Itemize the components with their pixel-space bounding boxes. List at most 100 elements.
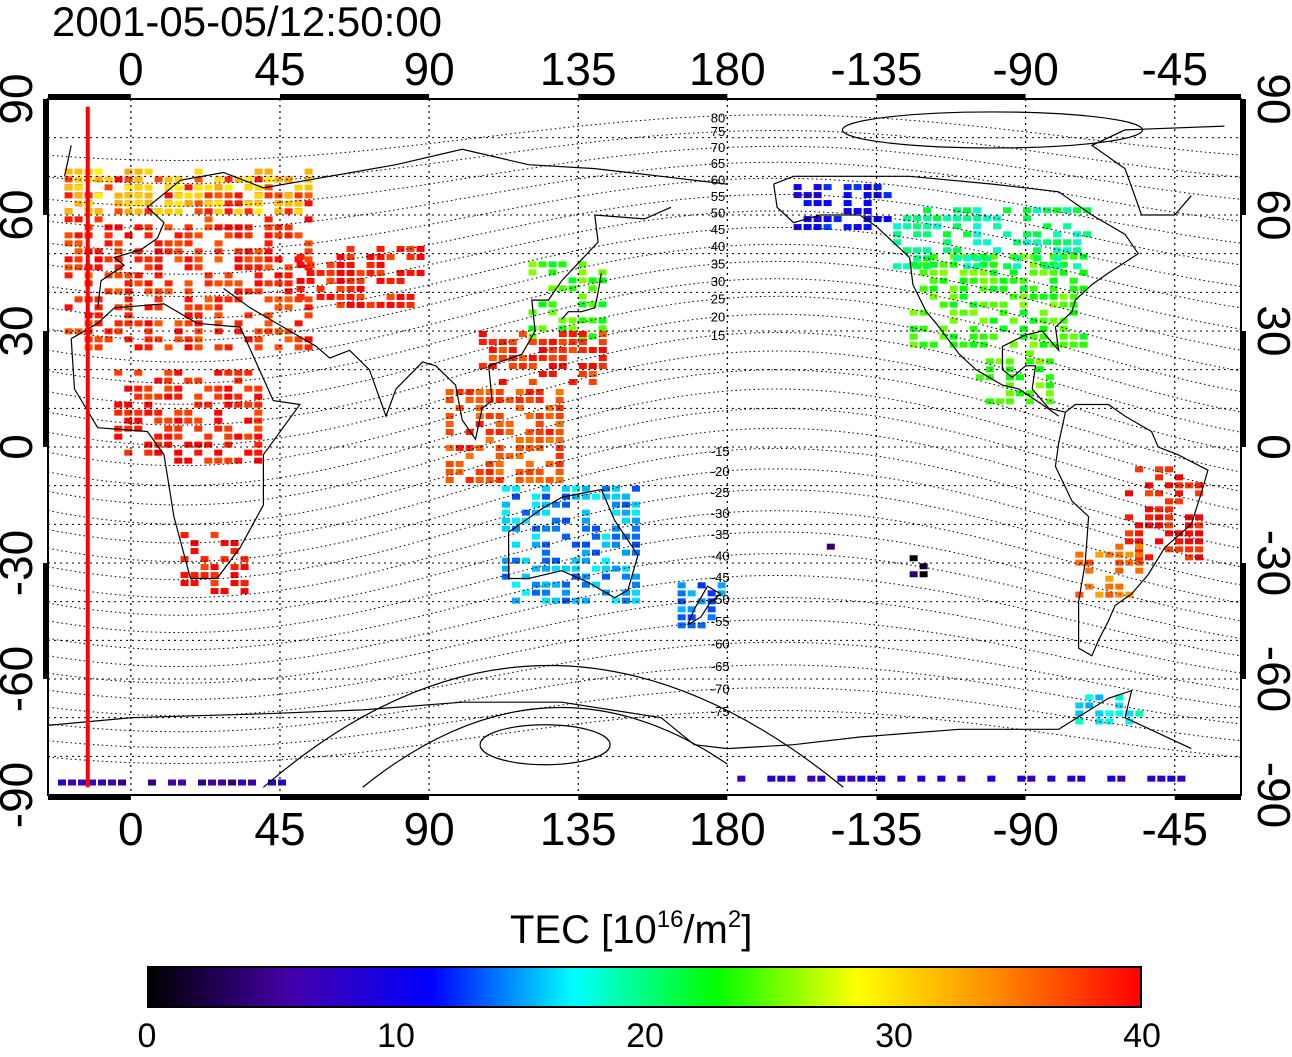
tec-cell bbox=[1005, 390, 1014, 397]
tec-cell bbox=[588, 277, 597, 284]
tec-cell bbox=[445, 413, 454, 419]
tec-cell bbox=[244, 208, 253, 215]
tec-cell bbox=[1043, 207, 1052, 214]
tec-cell bbox=[144, 168, 153, 175]
tec-cell bbox=[622, 517, 631, 524]
tec-cell bbox=[254, 264, 263, 271]
tec-cell bbox=[114, 176, 123, 183]
contour-label: 25 bbox=[711, 292, 725, 307]
tec-cell bbox=[1049, 317, 1058, 324]
tec-cell bbox=[1165, 498, 1174, 505]
magnetic-contour bbox=[48, 210, 1241, 298]
tec-cell bbox=[532, 525, 541, 532]
tec-cell bbox=[598, 347, 607, 353]
tec-cell bbox=[304, 312, 313, 319]
tec-cell bbox=[1195, 546, 1204, 553]
tec-cell bbox=[488, 347, 497, 353]
contour-label: 35 bbox=[711, 256, 725, 271]
tec-cell bbox=[485, 469, 494, 475]
tec-cell bbox=[535, 477, 544, 483]
tec-cell bbox=[535, 437, 544, 443]
coastline bbox=[223, 206, 672, 441]
tec-cell bbox=[578, 269, 587, 276]
tec-cell bbox=[548, 371, 557, 377]
tec-cell bbox=[224, 393, 233, 400]
tec-cell bbox=[953, 223, 962, 230]
tec-cell bbox=[64, 192, 73, 199]
tec-cell bbox=[622, 573, 631, 580]
tec-cell bbox=[1005, 374, 1014, 381]
tec-cell bbox=[939, 301, 948, 308]
contour-label: 75 bbox=[711, 124, 725, 139]
tec-cell bbox=[1165, 514, 1174, 521]
contour-label: -35 bbox=[711, 527, 730, 542]
tec-cell bbox=[913, 215, 922, 222]
tec-cell bbox=[572, 493, 581, 500]
tec-cell bbox=[465, 397, 474, 403]
tec-cell bbox=[873, 216, 882, 223]
tec-cell bbox=[525, 397, 534, 403]
tec-cell bbox=[134, 184, 143, 191]
coastline bbox=[48, 689, 1192, 750]
tec-cell bbox=[813, 224, 822, 231]
tec-cell bbox=[1019, 301, 1028, 308]
tec-cell bbox=[929, 261, 938, 268]
tec-cell bbox=[124, 232, 133, 239]
tec-cell bbox=[999, 309, 1008, 316]
tec-cell bbox=[989, 333, 998, 340]
tec-cell bbox=[94, 344, 103, 351]
tec-cell bbox=[538, 261, 547, 268]
tec-cell bbox=[94, 312, 103, 319]
tec-cell bbox=[485, 413, 494, 419]
tec-cell bbox=[306, 269, 315, 276]
tec-cell bbox=[74, 248, 83, 255]
tec-cell bbox=[592, 565, 601, 572]
tec-cell bbox=[114, 248, 123, 255]
tec-cell bbox=[937, 775, 946, 782]
tec-cell bbox=[1053, 231, 1062, 238]
tec-cell bbox=[522, 557, 531, 564]
tec-cell bbox=[1017, 775, 1026, 782]
tec-cell bbox=[386, 253, 395, 260]
tec-cell bbox=[114, 192, 123, 199]
tec-cell bbox=[535, 469, 544, 475]
tec-cell bbox=[542, 597, 551, 604]
tec-cell bbox=[1115, 694, 1124, 701]
tec-cell bbox=[1177, 775, 1186, 782]
tec-cell bbox=[1115, 551, 1124, 558]
tec-cell bbox=[234, 328, 243, 335]
tec-cell bbox=[214, 184, 223, 191]
contour-label: -15 bbox=[711, 444, 730, 459]
tec-cell bbox=[174, 328, 183, 335]
tec-cell bbox=[234, 369, 243, 376]
tec-cell bbox=[1165, 466, 1174, 473]
tec-cell bbox=[883, 192, 892, 199]
tec-cell bbox=[1135, 559, 1144, 566]
tec-cell bbox=[532, 501, 541, 508]
magnetic-contour bbox=[48, 278, 1241, 384]
tec-cell bbox=[356, 293, 365, 300]
tec-cell bbox=[793, 184, 802, 191]
tec-cell bbox=[508, 363, 517, 369]
tec-cell bbox=[396, 293, 405, 300]
tec-cell bbox=[1135, 538, 1144, 545]
tec-cell bbox=[194, 176, 203, 183]
tec-cell bbox=[532, 565, 541, 572]
tec-cell bbox=[582, 541, 591, 548]
magnetic-contour bbox=[48, 687, 1241, 749]
tec-cell bbox=[582, 493, 591, 500]
tec-cell bbox=[1115, 567, 1124, 574]
tec-cell bbox=[1009, 317, 1018, 324]
tec-cell bbox=[548, 363, 557, 369]
tec-cell bbox=[582, 581, 591, 588]
border-segment-bottom bbox=[48, 795, 131, 800]
tec-cell bbox=[238, 779, 246, 786]
tec-cell bbox=[515, 389, 524, 395]
tec-cell bbox=[1105, 718, 1114, 725]
tec-cell bbox=[1045, 390, 1054, 397]
tec-cell bbox=[919, 285, 928, 292]
magnetic-contour bbox=[48, 641, 1241, 717]
tec-cell bbox=[933, 223, 942, 230]
tec-cell bbox=[542, 589, 551, 596]
tec-cell bbox=[1105, 551, 1114, 558]
